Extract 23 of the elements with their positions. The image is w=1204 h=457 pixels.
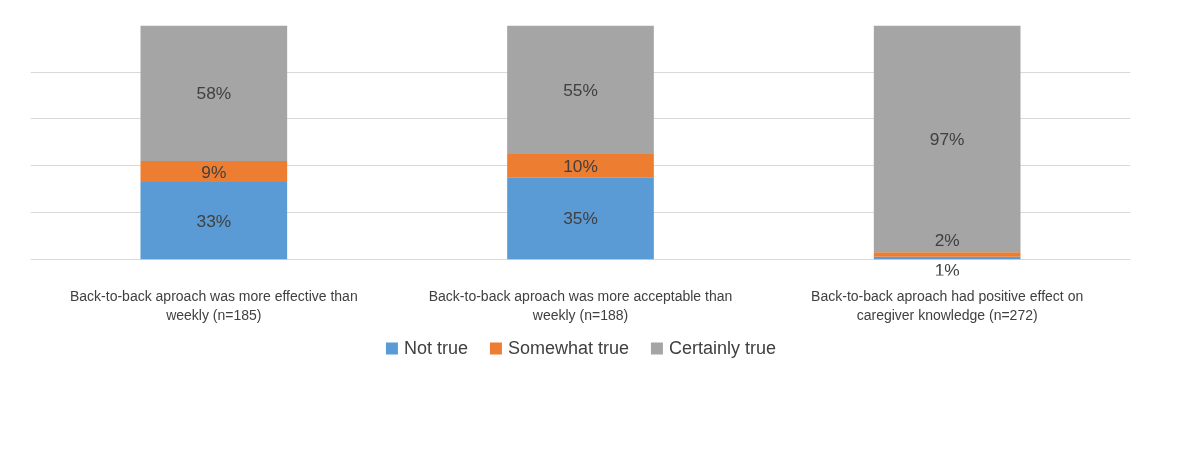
- data-label: 58%: [196, 83, 232, 104]
- legend-label: Somewhat true: [507, 337, 630, 358]
- bar: [140, 182, 288, 260]
- data-label: 97%: [929, 128, 965, 149]
- legend-label: Certainly true: [669, 337, 777, 358]
- x-tick-label: Back-to-back aproach had positive effect on caregiver knowledge (n=272): [811, 287, 1084, 323]
- data-label: 10%: [563, 155, 598, 176]
- bar: [507, 25, 654, 154]
- data-label: 9%: [201, 161, 227, 182]
- legend-label: Not true: [403, 337, 468, 358]
- x-tick-label: Back-to-back aproach was more effective than weekly (n=185): [70, 287, 358, 323]
- data-label: 35%: [563, 208, 598, 229]
- data-label: 2%: [934, 230, 960, 251]
- data-label: 55%: [563, 79, 598, 100]
- data-label: 1%: [934, 260, 960, 281]
- bar: [140, 25, 288, 162]
- bar: [873, 252, 1021, 257]
- bar: [507, 154, 654, 178]
- bar: [873, 25, 1021, 253]
- bar: [140, 161, 288, 183]
- x-tick-label: Back-to-back aproach was more acceptable than weekly (n=188): [428, 287, 733, 323]
- data-label: 33%: [196, 210, 232, 231]
- bar: [507, 177, 654, 260]
